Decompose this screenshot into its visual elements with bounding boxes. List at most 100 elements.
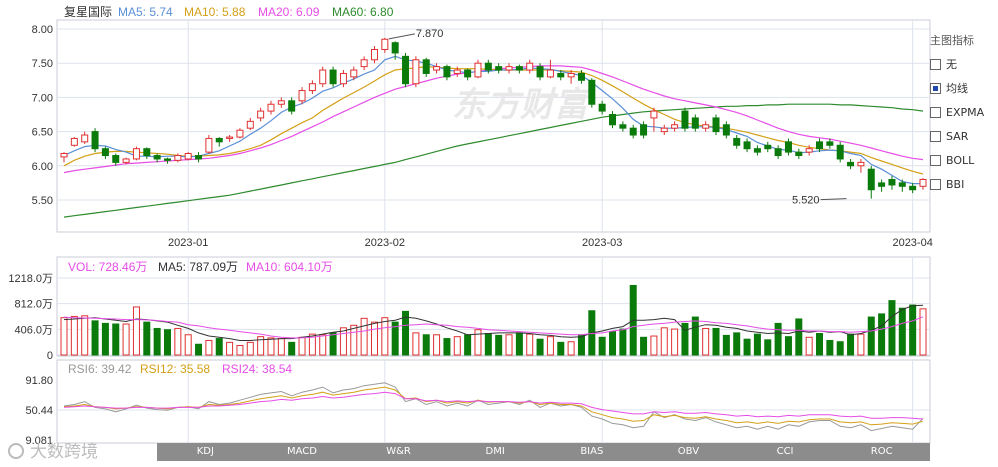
candle-body	[453, 69, 461, 74]
volume-tick-label: 812.0万	[14, 299, 53, 311]
volume-bar	[174, 327, 182, 356]
volume-bar	[515, 332, 523, 356]
tab-macd[interactable]: MACD	[286, 446, 317, 457]
candle-body	[91, 131, 99, 150]
candle-body	[867, 168, 875, 191]
volume-bar	[402, 310, 410, 356]
volume-bar	[339, 327, 347, 356]
x-axis: 2023-01 2023-02 2023-03 2023-04	[168, 237, 933, 249]
volume-bar	[101, 322, 109, 356]
volume-bar	[557, 341, 565, 356]
sidebar-item-label: 无	[946, 58, 957, 71]
volume-ma-lines	[63, 304, 924, 341]
volume-bar	[753, 333, 761, 356]
candle-body	[753, 148, 761, 153]
volume-bar	[381, 317, 389, 356]
sidebar-item-none[interactable]: 无	[930, 52, 998, 76]
tab-wr[interactable]: W&R	[386, 446, 411, 457]
tab-cci[interactable]: CCI	[776, 446, 794, 457]
logo-text: 大数跨境	[30, 442, 98, 462]
annotation-arrow	[388, 33, 415, 40]
volume-bar	[215, 338, 223, 356]
candle-body	[391, 42, 399, 54]
candle-body	[153, 155, 161, 160]
volume-bar	[412, 332, 420, 356]
sidebar-item-sar[interactable]: SAR	[930, 124, 998, 148]
ma10-line	[63, 65, 924, 175]
tab-kdj[interactable]: KDJ	[196, 446, 214, 457]
candle-body	[660, 127, 668, 133]
sidebar-item-expma[interactable]: EXPMA	[930, 100, 998, 124]
candle-body	[671, 124, 679, 129]
volume-bar	[526, 333, 534, 356]
volume-bar	[826, 339, 834, 356]
volume-bar	[184, 334, 192, 356]
volume-ma5-line	[63, 304, 924, 341]
volume-bar	[774, 322, 782, 356]
candle-body	[277, 100, 285, 105]
candle-body	[422, 59, 430, 74]
candle-body	[588, 79, 596, 105]
volume-bar	[350, 324, 358, 356]
volume-bar	[619, 328, 627, 356]
logo: 大数跨境	[8, 442, 98, 462]
candle-body	[163, 158, 171, 161]
volume-bar	[857, 333, 865, 356]
volume-bar	[122, 323, 130, 356]
volume-bar	[277, 338, 285, 356]
candle-body	[909, 185, 917, 191]
sidebar-item-boll[interactable]: BOLL	[930, 148, 998, 172]
candle-body	[816, 141, 824, 150]
candle-body	[784, 141, 792, 153]
candle-body	[184, 152, 192, 160]
candle-body	[826, 141, 834, 146]
candle-body	[702, 124, 710, 129]
volume-bar	[143, 321, 151, 356]
candle-body	[443, 66, 451, 78]
tab-obv[interactable]: OBV	[677, 446, 700, 457]
logo-icon	[8, 443, 24, 459]
candle-body	[691, 117, 699, 129]
candle-body	[81, 134, 89, 143]
candle-body	[577, 72, 585, 81]
candle-body	[70, 137, 78, 146]
volume-bar	[132, 306, 140, 356]
x-tick-label: 2023-01	[168, 237, 208, 249]
volume-tick-label: 406.0万	[14, 324, 53, 336]
volume-bar	[246, 341, 254, 356]
checkbox-icon	[930, 106, 941, 118]
sidebar-item-ma[interactable]: 均线	[930, 76, 998, 100]
candle-body	[919, 178, 927, 187]
volume-bar	[816, 333, 824, 356]
candle-body	[515, 66, 523, 71]
volume-bar	[70, 315, 78, 356]
ma-legend-item: MA10: 5.88	[184, 5, 246, 19]
volume-tick-label: 0	[47, 350, 53, 362]
candle-body	[526, 62, 534, 71]
sidebar-title: 主图指标	[930, 34, 974, 47]
watermark: 东方财富	[452, 85, 593, 125]
candle-body	[619, 124, 627, 129]
candle-body	[722, 124, 730, 136]
candle-body	[567, 72, 575, 78]
stock-name: 复星国际	[64, 5, 112, 19]
candle-body	[433, 66, 441, 71]
volume-bar	[391, 321, 399, 356]
candle-body	[215, 137, 223, 143]
sidebar-item-bbi[interactable]: BBI	[930, 172, 998, 196]
volume-bar	[319, 334, 327, 356]
checkbox-icon	[930, 154, 941, 166]
tab-roc[interactable]: ROC	[870, 446, 893, 457]
candle-body	[743, 141, 751, 150]
volume-bar	[598, 336, 606, 356]
volume-bar	[443, 338, 451, 356]
tab-dmi[interactable]: DMI	[485, 446, 505, 457]
volume-bar	[464, 334, 472, 356]
x-tick-label: 2023-02	[365, 237, 405, 249]
candle-body	[464, 69, 472, 78]
volume-bar	[702, 327, 710, 356]
candle-body	[370, 49, 378, 61]
tab-bias[interactable]: BIAS	[580, 446, 604, 457]
volume-axis: 1218.0万 812.0万 406.0万 0	[8, 273, 53, 362]
